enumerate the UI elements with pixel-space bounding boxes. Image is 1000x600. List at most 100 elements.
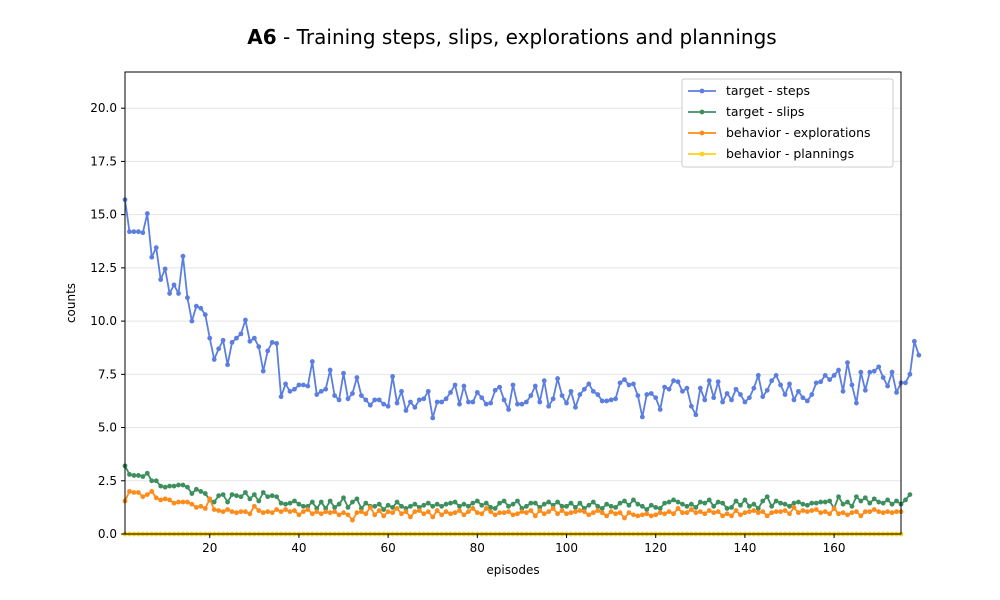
data-point [648, 391, 654, 396]
data-point [479, 502, 485, 508]
data-point [831, 372, 837, 378]
data-point [372, 512, 378, 518]
chart-title: A6 - Training steps, slips, explorations… [247, 25, 776, 49]
legend-item: behavior - plannings [688, 146, 854, 161]
data-point [688, 501, 694, 507]
data-point [885, 497, 891, 503]
y-axis: 0.0 2.5 5.0 7.5 10.0 12.5 15.0 17.5 20.0 [90, 101, 125, 541]
data-point [813, 500, 819, 506]
data-point [729, 397, 734, 403]
data-point [457, 503, 462, 509]
data-point [474, 390, 480, 395]
data-point [657, 506, 663, 511]
data-point [283, 501, 288, 507]
data-point [613, 504, 618, 510]
data-point [256, 344, 262, 350]
data-point [644, 392, 650, 397]
data-point [385, 502, 391, 508]
data-point [363, 511, 369, 517]
data-point [399, 503, 404, 509]
data-point [202, 312, 208, 318]
data-point [804, 509, 810, 515]
data-point [341, 495, 346, 501]
data-point [854, 494, 859, 500]
data-point [577, 392, 583, 397]
data-point [127, 471, 132, 477]
data-point [461, 501, 467, 507]
data-point [867, 369, 873, 375]
data-point [198, 489, 204, 494]
data-point [211, 499, 217, 505]
data-point [492, 506, 498, 511]
data-point [385, 403, 391, 409]
data-point [800, 395, 806, 401]
data-point [666, 509, 672, 515]
data-point [590, 499, 596, 505]
data-point [546, 509, 552, 515]
data-point [688, 507, 694, 512]
data-point [871, 368, 877, 374]
data-point [225, 507, 230, 512]
data-point [131, 490, 137, 495]
data-point [425, 500, 431, 506]
data-point [358, 509, 364, 515]
data-point [537, 399, 543, 405]
data-point [697, 509, 703, 515]
data-point [631, 512, 636, 518]
data-point [760, 498, 766, 504]
data-point [443, 396, 449, 402]
data-point [742, 399, 748, 405]
data-point [662, 384, 668, 390]
data-point [595, 503, 601, 509]
data-point [773, 372, 779, 378]
data-point [497, 510, 503, 516]
series-behavior-explorations [122, 489, 904, 523]
data-point [862, 509, 868, 515]
y-tick-label: 12.5 [90, 261, 117, 275]
data-point [474, 498, 480, 504]
data-point [706, 497, 712, 503]
data-point [809, 392, 815, 397]
data-point [862, 495, 868, 501]
data-point [479, 395, 485, 401]
data-point [724, 511, 730, 517]
data-point [412, 404, 418, 410]
data-point [243, 490, 248, 495]
data-point [733, 508, 739, 513]
legend-item: target - slips [688, 104, 804, 119]
data-point [140, 494, 146, 500]
data-point [657, 407, 663, 412]
data-point [497, 384, 503, 390]
data-point [764, 387, 770, 393]
data-point [787, 503, 792, 509]
data-point [367, 504, 373, 510]
data-point [376, 508, 382, 513]
data-point [225, 499, 230, 505]
data-point [568, 388, 574, 394]
data-point [144, 492, 150, 498]
data-point [564, 511, 569, 517]
x-axis-label: episodes [486, 563, 539, 577]
data-point [662, 500, 668, 506]
data-point [461, 383, 467, 389]
data-point [332, 509, 338, 515]
data-point [385, 509, 391, 515]
data-point [644, 511, 650, 517]
data-point [305, 507, 311, 512]
data-point [693, 510, 699, 516]
data-point [528, 500, 534, 506]
data-point [176, 499, 181, 505]
data-point [822, 499, 828, 505]
data-point [176, 291, 181, 296]
y-tick-label: 0.0 [98, 527, 117, 541]
data-point [260, 368, 266, 374]
data-point [559, 393, 565, 399]
data-point [617, 380, 623, 386]
data-point [300, 503, 306, 509]
data-point [394, 499, 400, 505]
data-point [247, 338, 253, 344]
data-point [711, 510, 717, 516]
data-point [604, 513, 610, 519]
data-point [666, 386, 672, 392]
